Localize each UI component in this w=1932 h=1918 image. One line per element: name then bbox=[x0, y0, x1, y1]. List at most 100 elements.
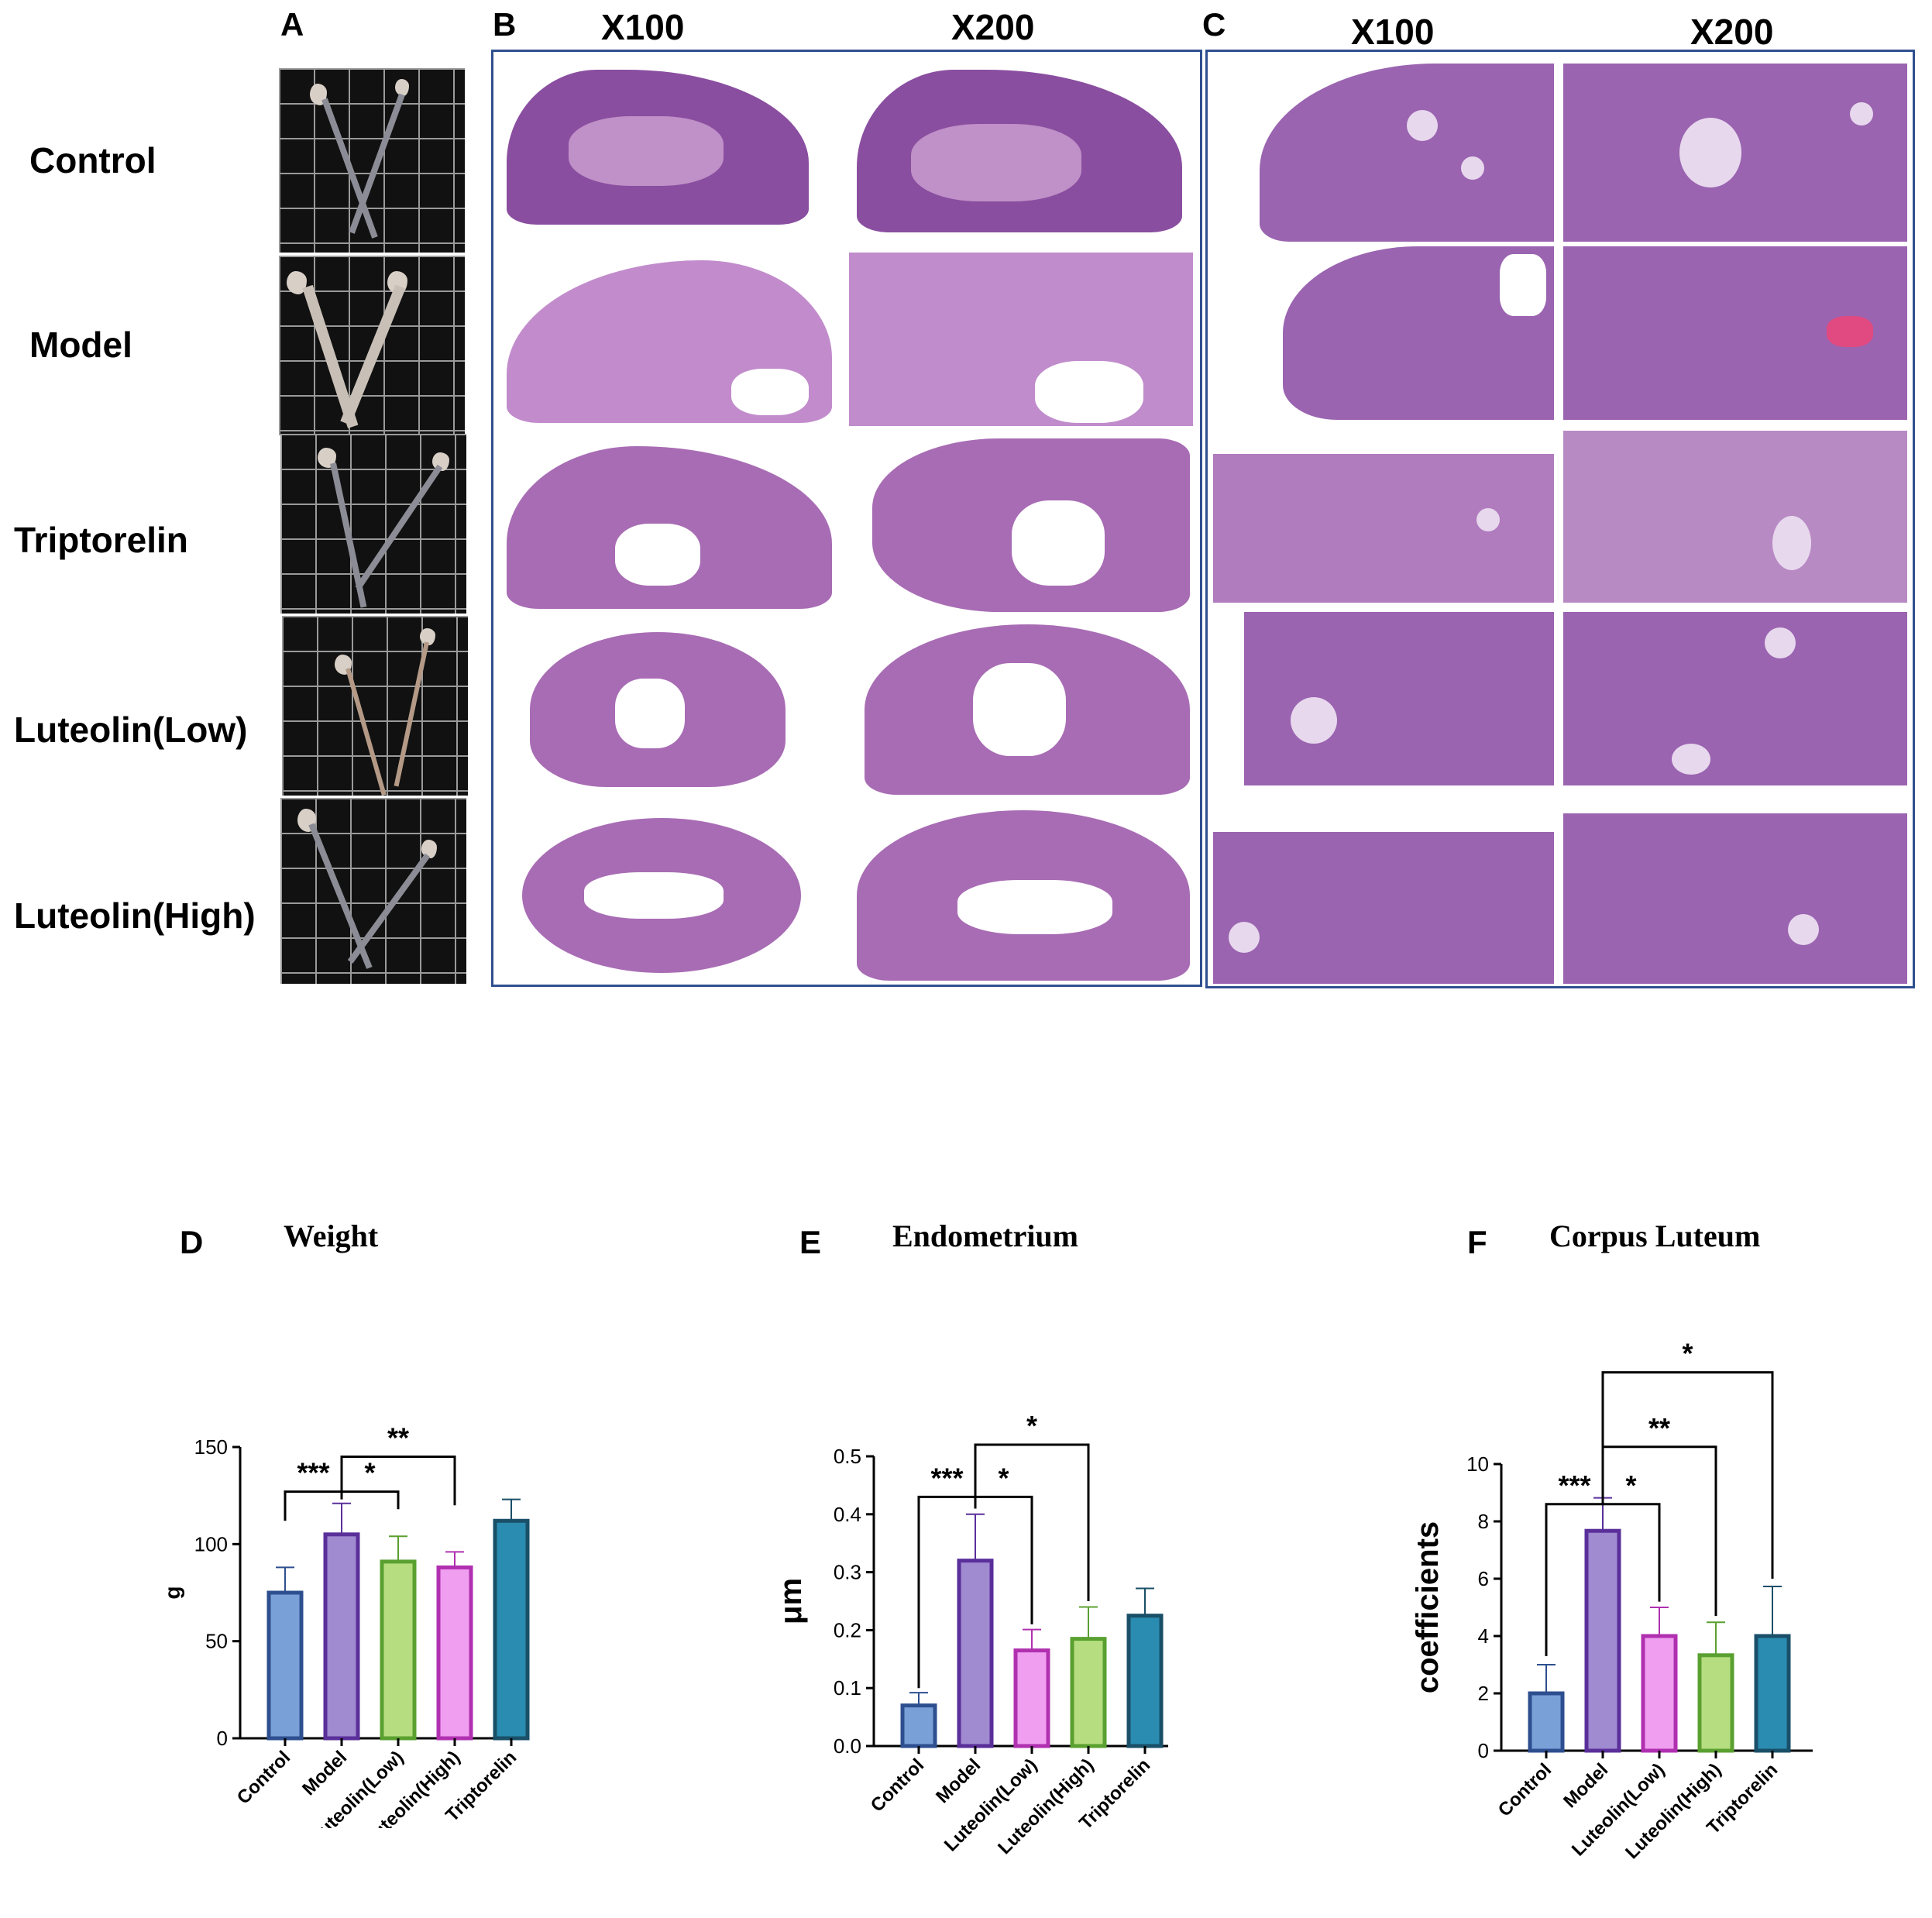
row-label-control: Control bbox=[29, 140, 156, 180]
y-tick-label: 0.3 bbox=[834, 1561, 861, 1584]
bar bbox=[436, 1565, 473, 1741]
chart-endometrium: 0.0 0.1 0.2 0.3 0.4 0.5 μm Control ModelLuteolin… bbox=[775, 1410, 1168, 1858]
ovary-section-model-x200 bbox=[1563, 246, 1907, 420]
bar bbox=[957, 1559, 994, 1748]
uterus-photo-model bbox=[279, 256, 465, 435]
ovary-section-luteolin-low-x200 bbox=[1563, 612, 1907, 785]
panel-label-c: C bbox=[1202, 6, 1226, 43]
bar bbox=[1697, 1653, 1734, 1753]
bar bbox=[1070, 1637, 1107, 1748]
panel-label-b: B bbox=[493, 6, 517, 43]
chart-corpus-luteum: 0 2 4 6 8 10 coefficients Control ModelLuteolin(… bbox=[1411, 1338, 1813, 1863]
ovary-section-control-x100 bbox=[1213, 64, 1554, 242]
significance-bracket bbox=[1601, 1493, 1661, 1602]
y-tick-label: 2 bbox=[1478, 1682, 1489, 1705]
chart-title-endometrium: Endometrium bbox=[892, 1219, 1078, 1253]
uterus-photo-triptorelin bbox=[280, 434, 466, 614]
uterus-photo-luteolin-low bbox=[282, 616, 468, 796]
significance-label: *** bbox=[1558, 1469, 1590, 1501]
significance-label: * bbox=[1026, 1410, 1037, 1442]
uterus-section-luteolin-high-x100 bbox=[499, 810, 837, 981]
significance-bracket bbox=[974, 1443, 1090, 1601]
y-tick-label: 0.1 bbox=[834, 1676, 861, 1700]
ovary-section-luteolin-high-x100 bbox=[1213, 813, 1554, 984]
ovary-section-triptorelin-x100 bbox=[1213, 431, 1554, 603]
y-axis-label: g bbox=[160, 1586, 184, 1599]
y-tick-label: 10 bbox=[1466, 1452, 1489, 1476]
y-tick-label: 6 bbox=[1478, 1567, 1489, 1590]
chart-title-corpus-luteum: Corpus Luteum bbox=[1549, 1219, 1761, 1253]
y-tick-label: 0 bbox=[217, 1727, 228, 1750]
mag-c-x100: X100 bbox=[1351, 12, 1435, 52]
y-tick-label: 4 bbox=[1478, 1624, 1489, 1648]
mag-b-x200: X200 bbox=[951, 7, 1035, 47]
significance-label: * bbox=[1682, 1338, 1693, 1370]
uterus-section-luteolin-high-x200 bbox=[849, 810, 1193, 981]
significance-bracket bbox=[340, 1456, 456, 1506]
panel-label-f: F bbox=[1467, 1224, 1487, 1260]
row-label-luteolin-high: Luteolin(High) bbox=[14, 895, 256, 936]
uterus-section-model-x100 bbox=[499, 253, 837, 426]
bar bbox=[493, 1518, 530, 1741]
y-axis-label: coefficients bbox=[1411, 1521, 1445, 1693]
x-tick-label: Luteolin(High) bbox=[1621, 1759, 1725, 1863]
significance-bracket bbox=[284, 1490, 343, 1521]
bar bbox=[1754, 1634, 1791, 1753]
bar bbox=[380, 1559, 417, 1741]
bar bbox=[323, 1532, 360, 1741]
bar bbox=[1584, 1528, 1621, 1753]
panel-b-frame bbox=[491, 50, 1202, 987]
bar bbox=[1013, 1648, 1050, 1748]
y-tick-label: 0.5 bbox=[834, 1445, 861, 1468]
ovary-section-control-x200 bbox=[1563, 64, 1907, 242]
row-label-model: Model bbox=[29, 325, 132, 365]
mag-c-x200: X200 bbox=[1690, 12, 1774, 52]
x-tick-label: Control bbox=[867, 1755, 928, 1816]
y-tick-label: 100 bbox=[194, 1532, 228, 1555]
bar bbox=[1126, 1614, 1164, 1748]
significance-label: * bbox=[1625, 1469, 1636, 1501]
panel-c-frame bbox=[1205, 50, 1915, 988]
x-tick-label: Model bbox=[932, 1755, 985, 1807]
uterus-section-triptorelin-x100 bbox=[499, 438, 837, 612]
y-tick-label: 150 bbox=[194, 1435, 228, 1459]
uterus-photo-control bbox=[279, 68, 465, 253]
chart-title-weight: Weight bbox=[284, 1219, 379, 1253]
y-axis-label: μm bbox=[775, 1578, 808, 1624]
bar bbox=[900, 1703, 937, 1748]
y-tick-label: 0.4 bbox=[834, 1503, 861, 1526]
significance-label: * bbox=[998, 1462, 1009, 1493]
row-label-triptorelin: Triptorelin bbox=[14, 520, 188, 560]
significance-label: ** bbox=[387, 1422, 409, 1454]
bar bbox=[1641, 1634, 1678, 1753]
panel-label-e: E bbox=[799, 1224, 822, 1260]
x-tick-label: Model bbox=[1559, 1759, 1612, 1812]
uterus-section-model-x200 bbox=[849, 253, 1193, 426]
significance-label: *** bbox=[930, 1462, 963, 1493]
x-tick-label: Model bbox=[298, 1747, 351, 1799]
bar bbox=[266, 1590, 304, 1741]
significance-label: *** bbox=[297, 1457, 329, 1489]
uterus-photo-luteolin-high bbox=[280, 798, 466, 984]
x-tick-label: Luteolin(High) bbox=[994, 1755, 1098, 1858]
significance-label: * bbox=[364, 1457, 375, 1489]
uterus-section-triptorelin-x200 bbox=[849, 438, 1193, 612]
x-tick-label: Control bbox=[1494, 1759, 1556, 1820]
uterus-section-luteolin-low-x100 bbox=[499, 624, 837, 795]
uterus-section-control-x100 bbox=[499, 62, 837, 237]
uterus-section-control-x200 bbox=[849, 62, 1193, 237]
panel-label-d: D bbox=[180, 1224, 204, 1260]
y-tick-label: 50 bbox=[205, 1630, 228, 1653]
x-tick-label: Control bbox=[233, 1747, 294, 1808]
bar bbox=[1528, 1691, 1565, 1753]
y-tick-label: 0.0 bbox=[834, 1734, 861, 1758]
uterus-section-luteolin-low-x200 bbox=[849, 624, 1193, 795]
ovary-section-triptorelin-x200 bbox=[1563, 431, 1907, 603]
significance-bracket bbox=[1601, 1371, 1774, 1579]
ovary-section-luteolin-high-x200 bbox=[1563, 813, 1907, 984]
y-tick-label: 0.2 bbox=[834, 1618, 861, 1641]
mag-b-x100: X100 bbox=[601, 7, 685, 47]
y-tick-label: 8 bbox=[1478, 1510, 1489, 1533]
y-tick-label: 0 bbox=[1478, 1739, 1489, 1762]
